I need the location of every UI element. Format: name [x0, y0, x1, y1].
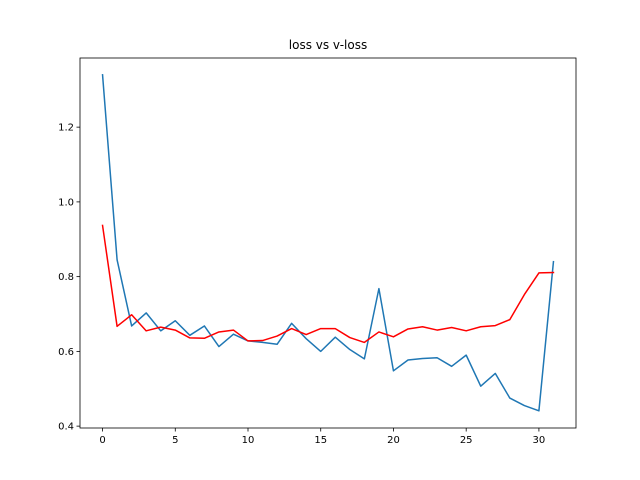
- series-line-1: [101, 74, 555, 412]
- series-line-2: [101, 224, 555, 344]
- x-tick-label: 25: [460, 435, 473, 446]
- x-tick-label: 10: [242, 435, 255, 446]
- y-tick-label: 1.0: [58, 197, 74, 208]
- chart-title: loss vs v-loss: [289, 38, 367, 52]
- plot-frame: [79, 57, 577, 429]
- x-tick-label: 30: [533, 435, 546, 446]
- y-axis: 0.4 0.6 0.8 1.0 1.2: [58, 123, 80, 433]
- x-axis: 0 5 10 15 20 25 30: [99, 428, 545, 446]
- y-tick-label: 0.4: [58, 422, 74, 433]
- plot-lines: [101, 74, 555, 412]
- x-tick-label: 5: [172, 435, 178, 446]
- x-tick-label: 20: [387, 435, 400, 446]
- y-tick-label: 0.8: [58, 272, 74, 283]
- x-tick-label: 15: [314, 435, 327, 446]
- y-tick-label: 0.6: [58, 347, 74, 358]
- x-tick-label: 0: [99, 435, 105, 446]
- y-tick-label: 1.2: [58, 123, 74, 134]
